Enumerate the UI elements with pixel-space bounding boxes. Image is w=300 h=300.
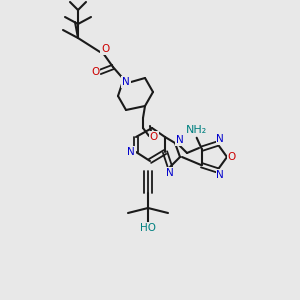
- Text: HO: HO: [140, 223, 156, 233]
- Text: N: N: [127, 147, 135, 157]
- Text: N: N: [217, 170, 224, 180]
- Text: O: O: [101, 44, 109, 54]
- Text: O: O: [228, 152, 236, 162]
- Text: N: N: [122, 77, 130, 87]
- Text: N: N: [217, 134, 224, 144]
- Text: NH₂: NH₂: [186, 125, 207, 135]
- Text: N: N: [176, 135, 184, 145]
- Text: O: O: [150, 132, 158, 142]
- Text: O: O: [91, 67, 99, 77]
- Text: N: N: [166, 168, 174, 178]
